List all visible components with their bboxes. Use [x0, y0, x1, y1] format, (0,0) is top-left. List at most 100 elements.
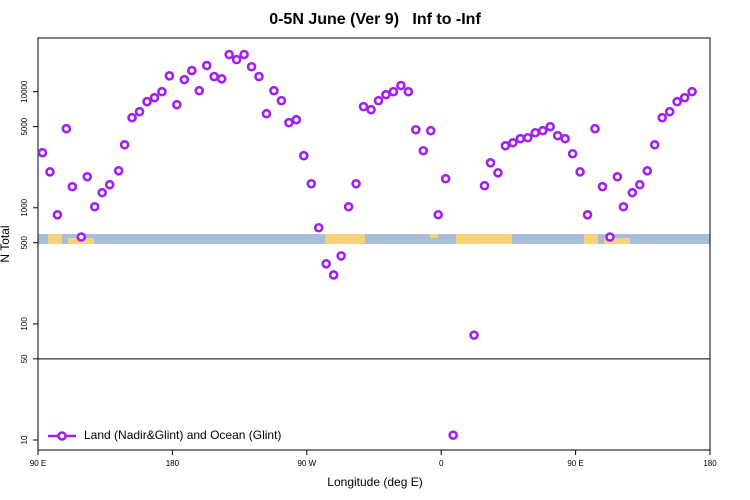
point: [187, 65, 197, 76]
point: [52, 210, 63, 220]
point: [216, 74, 227, 84]
point: [687, 86, 697, 97]
y-tick-label: 1000: [20, 198, 29, 216]
legend-marker: [57, 431, 67, 441]
point: [351, 178, 361, 189]
point: [537, 125, 548, 136]
point: [172, 99, 182, 110]
point: [657, 112, 668, 123]
point: [224, 49, 234, 60]
point: [418, 145, 429, 156]
point: [201, 60, 212, 71]
point: [157, 86, 167, 97]
point: [89, 201, 100, 212]
point: [582, 210, 593, 220]
x-tick-label: 90 W: [297, 459, 316, 468]
point: [76, 232, 87, 242]
point: [127, 112, 137, 123]
point: [373, 95, 384, 106]
point: [618, 201, 629, 212]
point: [679, 92, 690, 103]
point: [97, 187, 108, 198]
plot-frame: [37, 37, 711, 451]
y-tick-label: 500: [20, 236, 29, 250]
point: [545, 121, 556, 132]
point: [440, 173, 451, 184]
point: [276, 95, 287, 106]
legend-label: Land (Nadir&Glint) and Ocean (Glint): [84, 428, 281, 442]
x-tick-label: 180: [703, 459, 717, 468]
y-tick-label: 10: [20, 435, 29, 444]
point: [254, 71, 264, 82]
x-tick-label: 90 E: [567, 459, 583, 468]
point: [336, 251, 346, 261]
point: [313, 222, 324, 233]
point: [493, 168, 503, 178]
point: [142, 96, 152, 107]
point: [500, 140, 511, 151]
point: [411, 124, 421, 135]
point: [664, 106, 675, 117]
y-tick-label: 10000: [20, 80, 29, 103]
point: [403, 86, 414, 97]
point: [269, 85, 279, 96]
point: [67, 181, 78, 192]
point: [284, 117, 294, 128]
point: [515, 133, 526, 144]
point: [164, 71, 175, 81]
point: [530, 127, 541, 138]
point: [575, 167, 585, 177]
point: [508, 137, 518, 148]
point: [635, 179, 645, 190]
point: [605, 232, 615, 242]
x-tick-label: 180: [166, 459, 180, 468]
point: [134, 106, 145, 117]
point: [381, 89, 391, 100]
point: [649, 139, 660, 150]
point: [567, 148, 578, 159]
chart-title: 0-5N June (Ver 9) Inf to -Inf: [269, 11, 481, 28]
point: [560, 133, 570, 144]
point: [366, 104, 376, 115]
point: [642, 166, 653, 176]
point: [627, 187, 638, 198]
point: [358, 101, 369, 112]
point: [246, 61, 257, 72]
point: [231, 54, 242, 65]
x-axis-label: Longitude (deg E): [327, 475, 422, 489]
point: [433, 209, 444, 220]
point: [485, 158, 496, 168]
point: [82, 171, 93, 182]
y-tick-label: 50: [20, 354, 29, 363]
x-tick-label: 0: [439, 459, 444, 468]
point: [149, 92, 160, 103]
point: [425, 125, 436, 136]
point: [194, 85, 205, 96]
point: [306, 178, 317, 189]
point: [239, 49, 249, 60]
point: [343, 201, 354, 212]
point: [448, 430, 458, 440]
point: [469, 330, 479, 340]
point: [388, 86, 399, 97]
point: [209, 71, 220, 82]
x-tick-label: 90 E: [30, 459, 46, 468]
point: [113, 166, 124, 176]
y-tick-label: 100: [20, 317, 29, 331]
point: [479, 180, 490, 191]
point: [597, 181, 608, 192]
point: [552, 130, 563, 141]
point: [321, 259, 332, 269]
point: [179, 74, 190, 85]
point: [261, 108, 272, 119]
point: [299, 150, 309, 161]
point: [45, 167, 55, 177]
y-axis-label: N Total: [0, 225, 12, 262]
point: [119, 139, 130, 150]
point: [291, 114, 302, 125]
point: [612, 171, 623, 182]
point: [672, 96, 682, 107]
point: [61, 123, 72, 134]
